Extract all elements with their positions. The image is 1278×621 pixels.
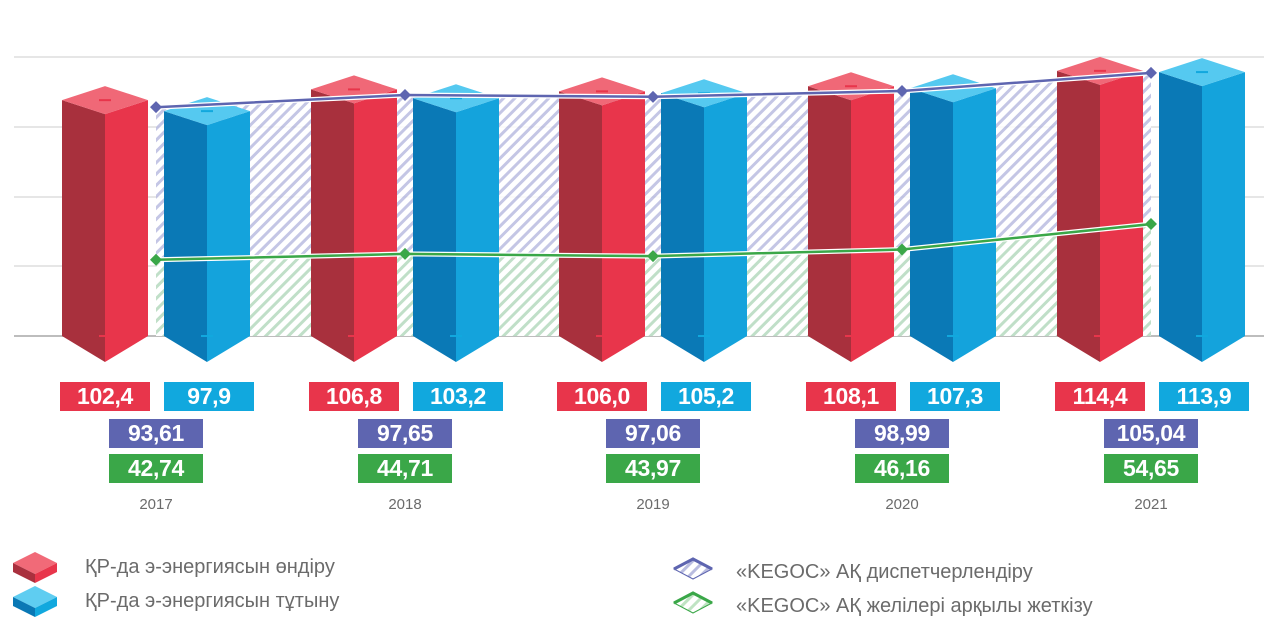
label-production-2020: 108,1 — [806, 382, 896, 411]
label-dispatch-2020: 98,99 — [855, 419, 949, 448]
blue-prism-icon — [13, 586, 57, 617]
hatched-blue-icon — [672, 557, 714, 580]
label-transmission-2020: 46,16 — [855, 454, 949, 483]
dispatch-line-marker — [399, 89, 411, 102]
label-transmission-2021: 54,65 — [1104, 454, 1198, 483]
legend-item-production: ҚР-да э-энергиясын өндіру — [12, 552, 432, 583]
legend-label-dispatch: «KEGOC» АҚ диспетчерлендіру — [736, 561, 1033, 583]
dispatch-line-marker — [150, 101, 162, 114]
label-transmission-2019: 43,97 — [606, 454, 700, 483]
transmission-line-marker — [1145, 218, 1157, 231]
bar-production-2017 — [62, 86, 148, 363]
legend-label-consumption: ҚР-да э-энергиясын тұтыну — [85, 590, 340, 612]
area-fills — [156, 72, 1151, 337]
bar-production-2019 — [559, 77, 645, 363]
transmission-line-marker — [150, 253, 162, 266]
label-consumption-2020: 107,3 — [910, 382, 1000, 411]
year-label-2020: 2020 — [885, 496, 919, 513]
bar-production-2020 — [808, 72, 894, 363]
bar-consumption-2019 — [661, 79, 747, 362]
label-consumption-2017: 97,9 — [164, 382, 254, 411]
label-dispatch-2019: 97,06 — [606, 419, 700, 448]
bars-group — [62, 56, 1245, 363]
bar-consumption-2018 — [413, 84, 499, 362]
year-label-2017: 2017 — [139, 496, 173, 513]
year-label-2018: 2018 — [388, 496, 422, 513]
label-production-2018: 106,8 — [309, 382, 399, 411]
bar-production-2021 — [1057, 56, 1143, 362]
lines-group — [150, 66, 1157, 266]
legend-label-production: ҚР-да э-энергиясын өндіру — [85, 556, 335, 578]
dispatch-line-marker — [896, 85, 908, 98]
red-prism-icon — [13, 552, 57, 583]
bar-consumption-2021 — [1159, 58, 1245, 363]
label-production-2021: 114,4 — [1055, 382, 1145, 411]
legend-item-dispatch: «KEGOC» АҚ диспетчерлендіру — [672, 557, 1232, 587]
year-label-2019: 2019 — [636, 496, 670, 513]
label-consumption-2021: 113,9 — [1159, 382, 1249, 411]
label-consumption-2018: 103,2 — [413, 382, 503, 411]
transmission-line-marker — [399, 247, 411, 260]
hatched-green-icon — [672, 591, 714, 614]
label-transmission-2017: 42,74 — [109, 454, 203, 483]
label-dispatch-2021: 105,04 — [1104, 419, 1198, 448]
label-consumption-2019: 105,2 — [661, 382, 751, 411]
bar-consumption-2017 — [164, 97, 250, 363]
bar-consumption-2020 — [910, 74, 996, 363]
dispatch-line-marker — [1145, 66, 1157, 79]
label-dispatch-2018: 97,65 — [358, 419, 452, 448]
legend-label-transmission: «KEGOC» АҚ желілері арқылы жеткізу — [736, 595, 1093, 617]
label-production-2017: 102,4 — [60, 382, 150, 411]
label-production-2019: 106,0 — [557, 382, 647, 411]
dispatch-line-marker — [647, 90, 659, 103]
bar-production-2018 — [311, 75, 397, 363]
label-transmission-2018: 44,71 — [358, 454, 452, 483]
legend-item-transmission: «KEGOC» АҚ желілері арқылы жеткізу — [672, 591, 1232, 621]
label-dispatch-2017: 93,61 — [109, 419, 203, 448]
year-label-2021: 2021 — [1134, 496, 1168, 513]
legend-item-consumption: ҚР-да э-энергиясын тұтыну — [12, 586, 432, 617]
transmission-line-marker — [647, 250, 659, 263]
transmission-line-marker — [896, 243, 908, 256]
